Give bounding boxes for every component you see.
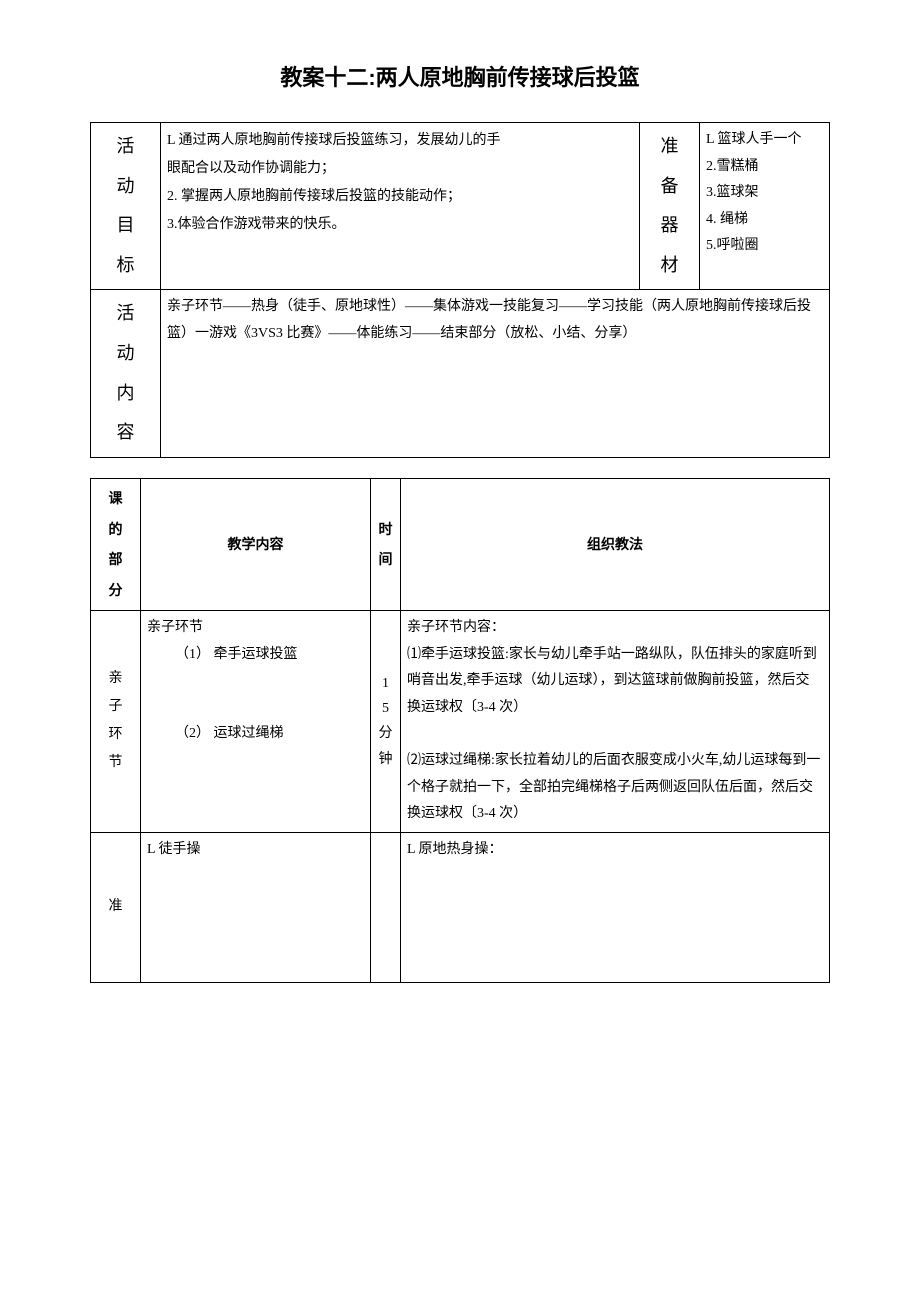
goals-label: 活动目标 [91, 123, 161, 290]
activity-content-cell: 亲子环节——热身（徒手、原地球性）——集体游戏一技能复习——学习技能（两人原地胸… [161, 290, 830, 457]
equip-line: L 篮球人手一个 [706, 127, 823, 154]
goal-line: 3.体验合作游戏带来的快乐。 [167, 211, 633, 239]
equip-line: 5.呼啦圈 [706, 233, 823, 260]
content-line: （1） 牵手运球投篮 [147, 642, 364, 669]
goal-line: L 通过两人原地胸前传接球后投篮练习，发展幼儿的手 [167, 127, 633, 155]
equipment-cell: L 篮球人手一个 2.雪糕桶 3.篮球架 4. 绳梯 5.呼啦圈 [700, 123, 830, 290]
header-method: 组织教法 [401, 478, 830, 610]
goal-line: 眼配合以及动作协调能力； [167, 155, 633, 183]
header-section: 课的部分 [91, 478, 141, 610]
section-prep: 准 [91, 832, 141, 982]
lesson-table: 课的部分 教学内容 时间 组织教法 亲子环节 亲子环节 （1） 牵手运球投篮 （… [90, 478, 830, 983]
time-cell: 15分钟 [371, 610, 401, 832]
header-content: 教学内容 [141, 478, 371, 610]
activity-content-text: 亲子环节——热身（徒手、原地球性）——集体游戏一技能复习——学习技能（两人原地胸… [167, 299, 811, 341]
activity-content-label: 活动内容 [91, 290, 161, 457]
equip-line: 3.篮球架 [706, 180, 823, 207]
goal-line: 2. 掌握两人原地胸前传接球后投篮的技能动作； [167, 183, 633, 211]
section-parent-child: 亲子环节 [91, 610, 141, 832]
content-line: （2） 运球过绳梯 [147, 721, 364, 748]
goals-cell: L 通过两人原地胸前传接球后投篮练习，发展幼儿的手 眼配合以及动作协调能力； 2… [161, 123, 640, 290]
content-line: 亲子环节 [147, 615, 364, 642]
method-line: ⑴牵手运球投篮:家长与幼儿牵手站一路纵队，队伍排头的家庭听到哨音出发,牵手运球（… [407, 642, 823, 722]
time-cell [371, 832, 401, 982]
header-time: 时间 [371, 478, 401, 610]
equipment-label: 准备器材 [640, 123, 700, 290]
table-row: 亲子环节 亲子环节 （1） 牵手运球投篮 （2） 运球过绳梯 15分钟 亲子环节… [91, 610, 830, 832]
page-title: 教案十二:两人原地胸前传接球后投篮 [90, 60, 830, 92]
teaching-content-cell: 亲子环节 （1） 牵手运球投篮 （2） 运球过绳梯 [141, 610, 371, 832]
info-table: 活动目标 L 通过两人原地胸前传接球后投篮练习，发展幼儿的手 眼配合以及动作协调… [90, 122, 830, 458]
method-cell: 亲子环节内容： ⑴牵手运球投篮:家长与幼儿牵手站一路纵队，队伍排头的家庭听到哨音… [401, 610, 830, 832]
equip-line: 2.雪糕桶 [706, 154, 823, 181]
table-row: 准 L 徒手操 L 原地热身操： [91, 832, 830, 982]
teaching-content-cell: L 徒手操 [141, 832, 371, 982]
method-cell: L 原地热身操： [401, 832, 830, 982]
method-line: 亲子环节内容： [407, 615, 823, 642]
method-line: ⑵运球过绳梯:家长拉着幼儿的后面衣服变成小火车,幼儿运球每到一个格子就拍一下，全… [407, 748, 823, 828]
equip-line: 4. 绳梯 [706, 207, 823, 234]
